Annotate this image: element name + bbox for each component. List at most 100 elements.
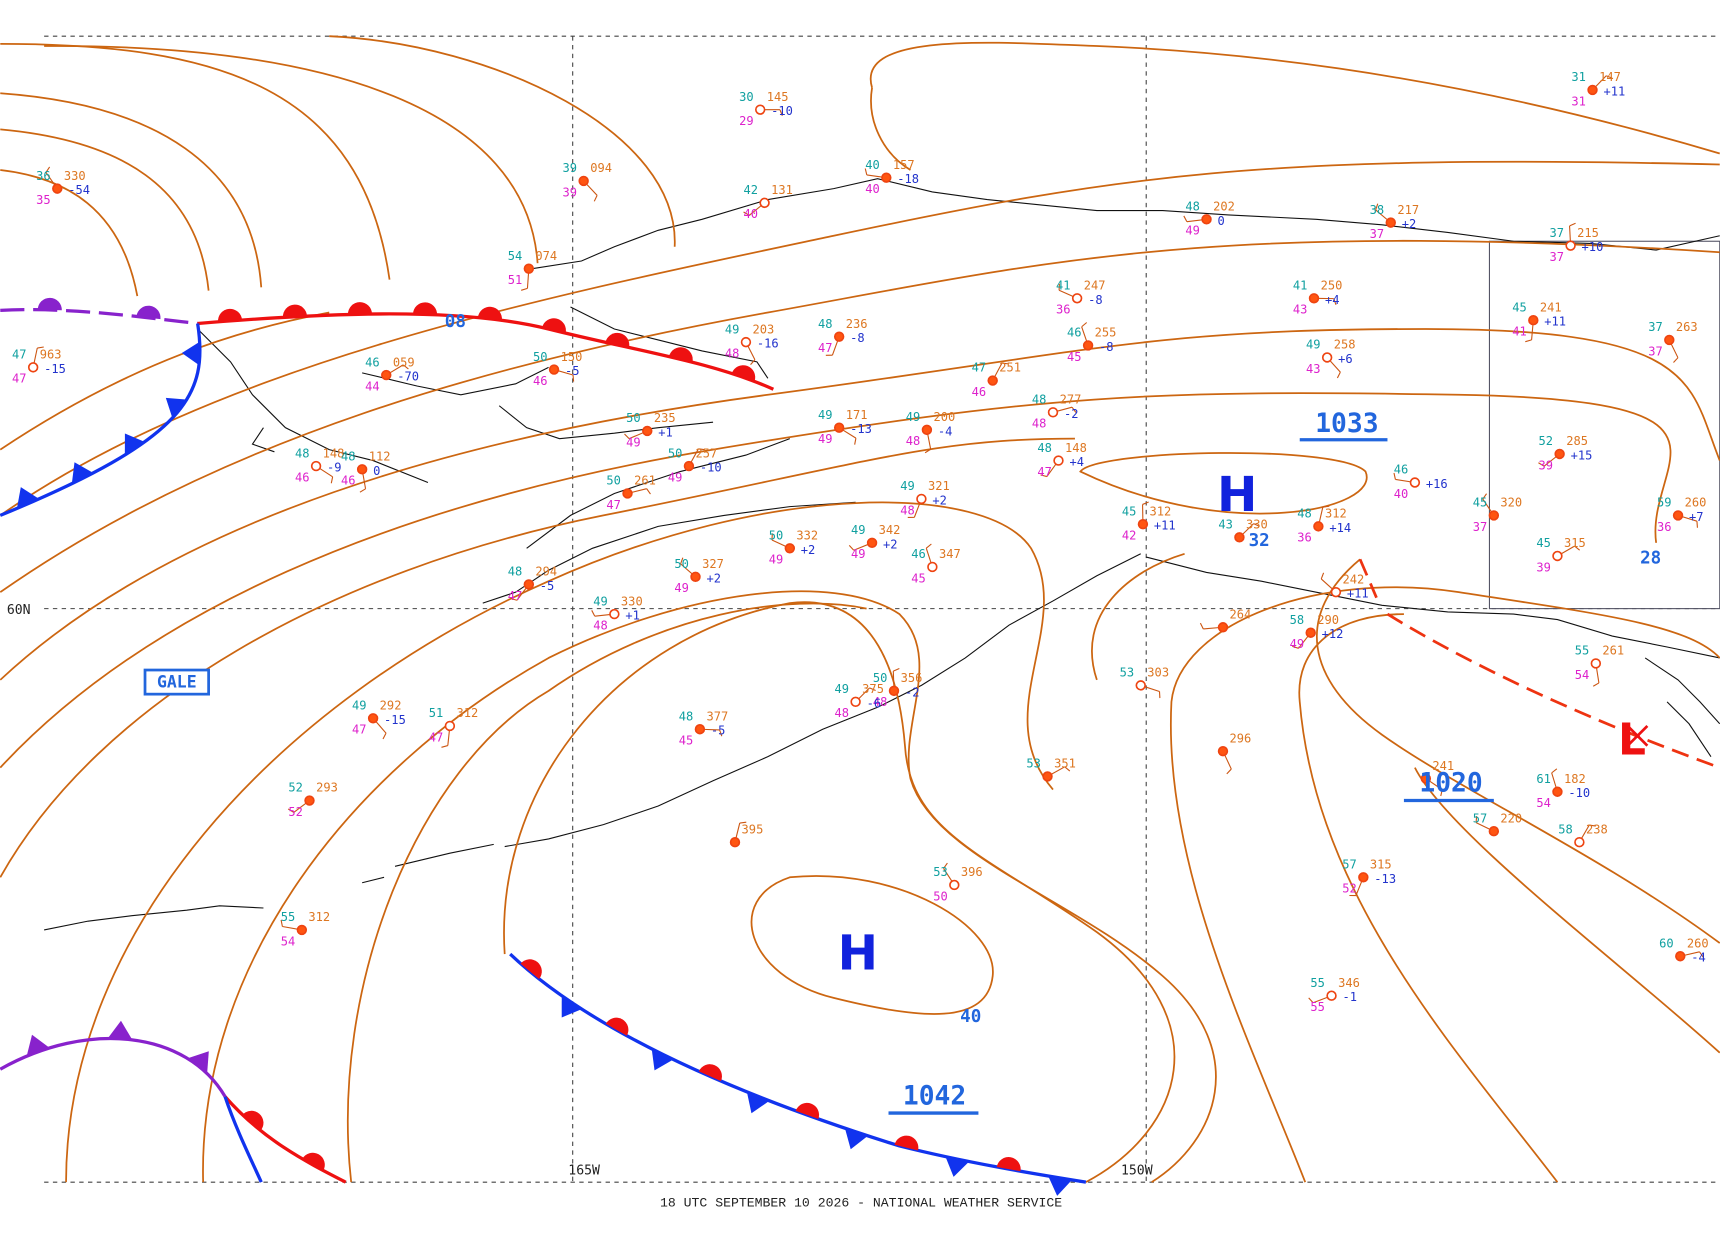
station: 42 131 40 — [743, 183, 793, 221]
station: 52 293 52 — [287, 781, 338, 819]
dewpoint: 47 — [818, 341, 833, 355]
station-circle — [310, 460, 322, 472]
dewpoint: 45 — [1067, 350, 1082, 364]
wind-barb — [1253, 523, 1260, 527]
station: 49 321 48 +2 — [900, 479, 950, 518]
station: 58 290 49 +12 — [1290, 613, 1344, 651]
isobar — [1414, 767, 1720, 1054]
station-circle — [916, 493, 927, 505]
temperature: 48 — [508, 565, 523, 579]
pressure: 321 — [928, 479, 950, 493]
pressure-tendency: +11 — [1603, 84, 1625, 98]
wind-barb — [1226, 768, 1232, 775]
pressure: 395 — [742, 822, 764, 836]
pressure-tendency: -1 — [1343, 990, 1358, 1004]
temperature: 55 — [1310, 976, 1325, 990]
temperature: 46 — [1394, 463, 1409, 477]
station-circle — [622, 488, 633, 499]
wind-barb — [1199, 622, 1204, 630]
pressure: 285 — [1566, 434, 1588, 448]
pressure: 347 — [939, 547, 961, 561]
temperature: 48 — [1297, 507, 1312, 521]
station-circle — [1587, 84, 1598, 96]
front-triangle — [124, 433, 145, 456]
pressure-tendency: +4 — [1325, 293, 1340, 307]
station: 53 396 50 — [933, 862, 983, 903]
pressure: 112 — [369, 450, 391, 464]
pressure: 327 — [702, 557, 724, 571]
station: 52 285 39 +15 — [1538, 434, 1592, 472]
station: 49 330 48 +1 — [591, 594, 643, 632]
pressure-tendency: -54 — [68, 183, 90, 197]
wind-barb — [925, 543, 932, 549]
pressure: 296 — [1230, 731, 1252, 745]
dewpoint: 49 — [674, 581, 689, 595]
station: 54 074 51 — [508, 249, 557, 291]
front-triangle — [181, 341, 201, 366]
pressure-tendency: -4 — [938, 424, 953, 438]
station-circle — [683, 460, 695, 472]
pressure: 157 — [893, 158, 915, 172]
temperature: 49 — [593, 594, 608, 608]
station: 58 238 — [1558, 822, 1608, 848]
temperature: 37 — [1648, 320, 1663, 334]
dewpoint: 37 — [1370, 227, 1385, 241]
trough — [1358, 558, 1720, 769]
temperature: 46 — [365, 355, 380, 369]
temperature: 55 — [1575, 644, 1590, 658]
pressure: 375 — [862, 682, 884, 696]
temperature: 55 — [281, 910, 296, 924]
station-circle — [1053, 455, 1064, 466]
dewpoint: 45 — [679, 734, 694, 748]
station-circle — [548, 364, 560, 375]
station-circle — [784, 543, 796, 554]
dewpoint: 48 — [1032, 417, 1047, 431]
temperature: 41 — [1056, 279, 1071, 293]
station-circle — [1082, 340, 1094, 351]
isobar — [0, 160, 1720, 517]
grid-label: 60N — [7, 603, 31, 618]
pressure: 242 — [1343, 572, 1365, 586]
dewpoint: 52 — [1342, 882, 1357, 896]
front-semicircle — [668, 347, 693, 363]
pressure: 330 — [64, 169, 86, 183]
station: 47 251 46 — [972, 361, 1021, 399]
wind-barb — [1322, 505, 1330, 508]
pressure-tendency: +2 — [1402, 217, 1417, 231]
dewpoint: 55 — [1310, 1000, 1325, 1014]
front-triangle — [1048, 1176, 1073, 1196]
temperature: 47 — [12, 348, 27, 362]
station-circle — [1313, 521, 1324, 532]
temperature: 42 — [744, 183, 759, 197]
warning-label: GALE — [157, 673, 197, 692]
station: 50 257 49 -10 — [668, 446, 722, 484]
station-circle — [444, 720, 456, 732]
temperature: 54 — [508, 249, 523, 263]
station: 50 261 47 — [606, 474, 655, 512]
station-circle — [1488, 826, 1500, 837]
station: 39 094 39 — [563, 161, 612, 202]
temperature: 48 — [818, 317, 833, 331]
dewpoint: 51 — [508, 273, 523, 287]
station-circle — [1042, 771, 1053, 782]
pressure: 094 — [590, 161, 612, 175]
wind-barb — [1336, 371, 1341, 379]
station: 40 157 40 -18 — [864, 158, 919, 196]
wind-barb — [593, 195, 598, 202]
wind-barb — [1064, 766, 1071, 772]
station: 59 260 36 +7 — [1657, 496, 1706, 534]
dewpoint: 54 — [1575, 668, 1590, 682]
wind-barb — [924, 448, 931, 454]
pressure-tendency: +1 — [625, 609, 640, 623]
front-triangle — [107, 1020, 133, 1040]
dewpoint: 47 — [1037, 465, 1052, 479]
temperature: 43 — [1218, 518, 1233, 532]
station-circle — [1217, 622, 1229, 633]
temperature: 49 — [725, 322, 740, 336]
isobar — [0, 92, 263, 288]
front-semicircle — [242, 1110, 264, 1131]
isobar — [1079, 452, 1368, 515]
dewpoint: 45 — [911, 571, 926, 585]
pressure-tendency: -5 — [711, 724, 726, 738]
